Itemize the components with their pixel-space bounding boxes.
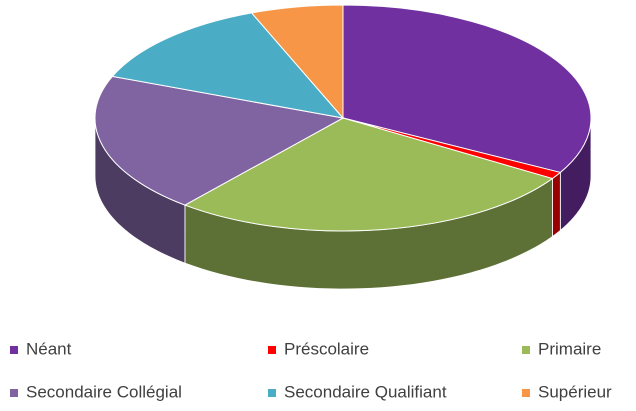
legend-swatch <box>522 389 530 397</box>
slice <box>111 12 345 119</box>
slice <box>342 4 592 173</box>
legend-label: Primaire <box>538 339 601 358</box>
legend-label: Préscolaire <box>284 339 369 358</box>
slice <box>183 117 554 232</box>
legend-swatch <box>10 346 18 354</box>
legend-label: Secondaire Qualifiant <box>284 382 447 401</box>
legend-swatch <box>10 389 18 397</box>
legend-swatch <box>522 346 530 354</box>
legend-label: Secondaire Collégial <box>26 382 182 401</box>
slice <box>250 4 344 120</box>
legend-label: Supérieur <box>538 382 612 401</box>
slice-side <box>551 171 561 238</box>
slice <box>94 75 345 206</box>
legend-swatch <box>268 346 276 354</box>
legend-label: Néant <box>26 339 72 358</box>
legend-swatch <box>268 389 276 397</box>
